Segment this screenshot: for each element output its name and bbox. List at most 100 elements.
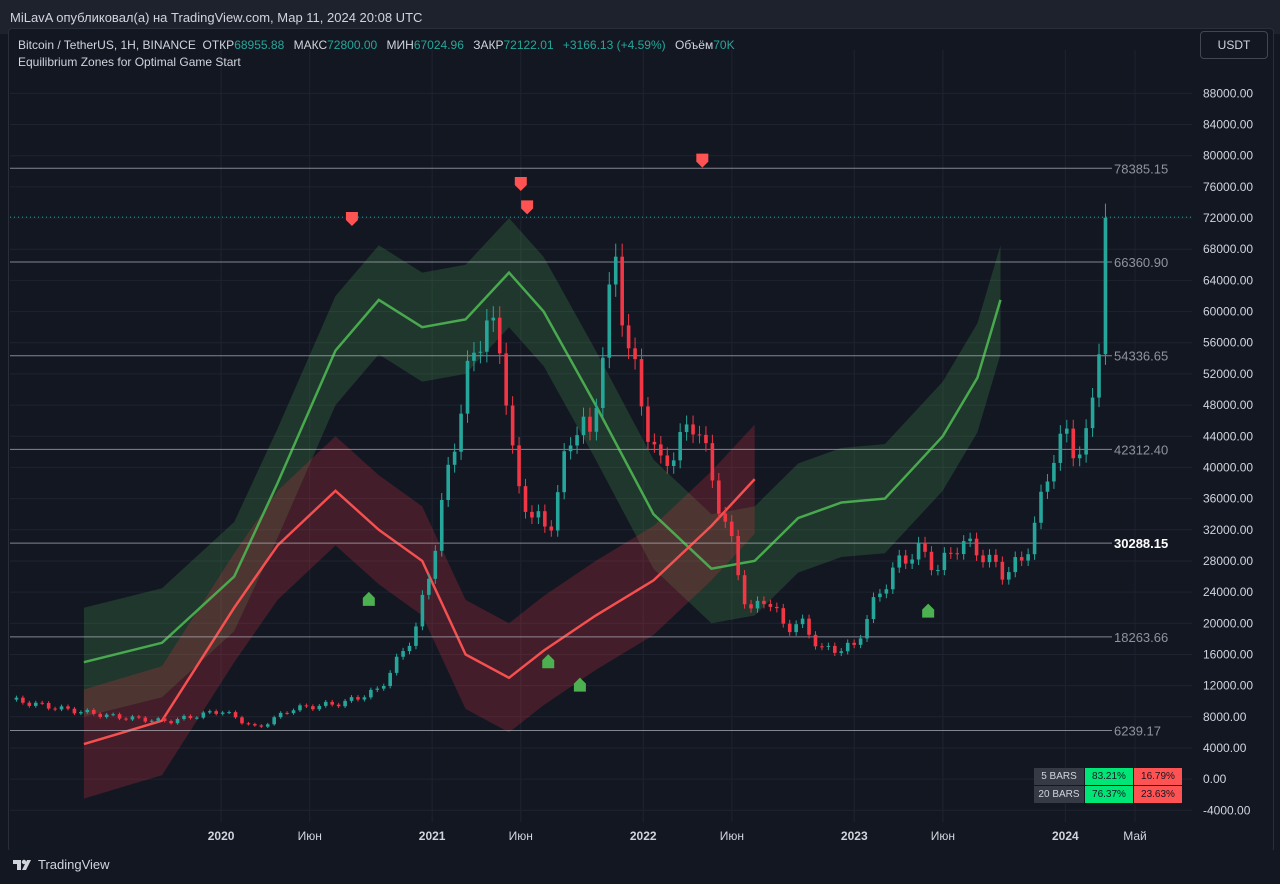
stats-down: 23.63% <box>1134 786 1182 803</box>
candle <box>575 435 579 446</box>
level-label: 18263.66 <box>1114 630 1168 645</box>
candle <box>878 593 882 598</box>
y-tick-label: -4000.00 <box>1203 803 1251 817</box>
lower-band <box>83 424 755 799</box>
stats-up: 83.21% <box>1085 768 1133 785</box>
change-value: +3166.13 (+4.59%) <box>562 38 666 52</box>
candle <box>381 686 386 689</box>
candle <box>369 689 373 698</box>
candle <box>1064 428 1069 434</box>
buy-signal-icon <box>362 591 375 606</box>
buy-signal-icon <box>922 603 935 618</box>
y-tick-label: 88000.00 <box>1203 86 1253 100</box>
candle <box>317 705 322 710</box>
y-tick-label: 16000.00 <box>1203 647 1253 661</box>
stats-row: 5 BARS 83.21% 16.79% <box>1034 768 1182 785</box>
candle <box>265 724 270 727</box>
candle <box>942 552 947 571</box>
candle <box>562 451 566 493</box>
candle <box>723 513 728 522</box>
candle <box>104 714 109 718</box>
stats-down: 16.79% <box>1134 768 1182 785</box>
candle <box>394 656 399 673</box>
sell-signal-icon <box>521 200 534 215</box>
candle <box>491 317 496 321</box>
candle <box>1071 428 1076 459</box>
candle <box>298 705 302 711</box>
candle <box>710 443 715 481</box>
candle <box>1090 397 1095 429</box>
candle <box>272 717 276 725</box>
candle <box>613 256 618 285</box>
candle <box>1077 454 1082 459</box>
level-label: 42312.40 <box>1114 442 1168 457</box>
candle <box>472 352 476 361</box>
candle <box>659 444 663 456</box>
chart-panel[interactable] <box>8 28 1274 852</box>
candle <box>504 353 508 406</box>
candle <box>633 348 637 360</box>
candle <box>195 717 199 719</box>
tradingview-logo-icon <box>13 859 31 870</box>
candle <box>742 575 747 605</box>
candle <box>781 608 786 624</box>
candle <box>807 618 811 635</box>
candle <box>375 688 380 690</box>
y-tick-label: 20000.00 <box>1203 616 1253 630</box>
candle <box>755 600 760 609</box>
candle <box>46 703 51 709</box>
stats-label: 20 BARS <box>1034 786 1084 803</box>
y-tick-label: 0.00 <box>1203 772 1227 786</box>
candle <box>59 706 64 710</box>
candle <box>555 492 560 531</box>
candle <box>182 715 186 720</box>
open-value: 68955.88 <box>234 38 285 52</box>
candle <box>530 511 534 518</box>
candle <box>414 626 418 646</box>
candle <box>278 712 283 718</box>
x-tick-label: Май <box>1123 829 1147 843</box>
y-tick-label: 36000.00 <box>1203 492 1253 506</box>
candle <box>736 536 740 576</box>
currency-button[interactable]: USDT <box>1200 31 1268 59</box>
candle <box>626 325 631 349</box>
y-tick-label: 76000.00 <box>1203 180 1253 194</box>
candle <box>581 416 586 436</box>
y-tick-label: 72000.00 <box>1203 211 1253 225</box>
lower-equilibrium-line <box>83 478 756 746</box>
candle <box>446 464 450 500</box>
candle <box>543 511 547 527</box>
candle <box>111 714 115 716</box>
candle <box>536 511 541 518</box>
y-tick-label: 40000.00 <box>1203 460 1253 474</box>
candle <box>858 638 863 645</box>
candle <box>800 618 805 625</box>
candle <box>465 360 470 414</box>
y-tick-label: 24000.00 <box>1203 585 1253 599</box>
candle <box>53 708 57 710</box>
candle <box>652 441 657 445</box>
y-tick-label: 4000.00 <box>1203 741 1247 755</box>
candle <box>362 697 367 700</box>
y-tick-label: 44000.00 <box>1203 429 1253 443</box>
candle <box>304 705 309 707</box>
close-value: 72122.01 <box>503 38 554 52</box>
candle <box>923 542 927 552</box>
candle <box>240 717 244 724</box>
level-label: 78385.15 <box>1114 161 1168 176</box>
y-tick-label: 48000.00 <box>1203 398 1253 412</box>
candle <box>40 702 45 704</box>
candle <box>794 624 798 633</box>
candle <box>646 406 650 442</box>
candle <box>85 709 90 713</box>
candle <box>66 706 70 709</box>
candle <box>149 720 154 722</box>
candle <box>775 606 779 609</box>
y-tick-label: 64000.00 <box>1203 273 1253 287</box>
candle <box>349 697 354 701</box>
candle <box>246 723 251 725</box>
candle <box>336 704 341 707</box>
tradingview-logo[interactable]: TradingView <box>12 857 110 872</box>
candle <box>1000 561 1005 580</box>
